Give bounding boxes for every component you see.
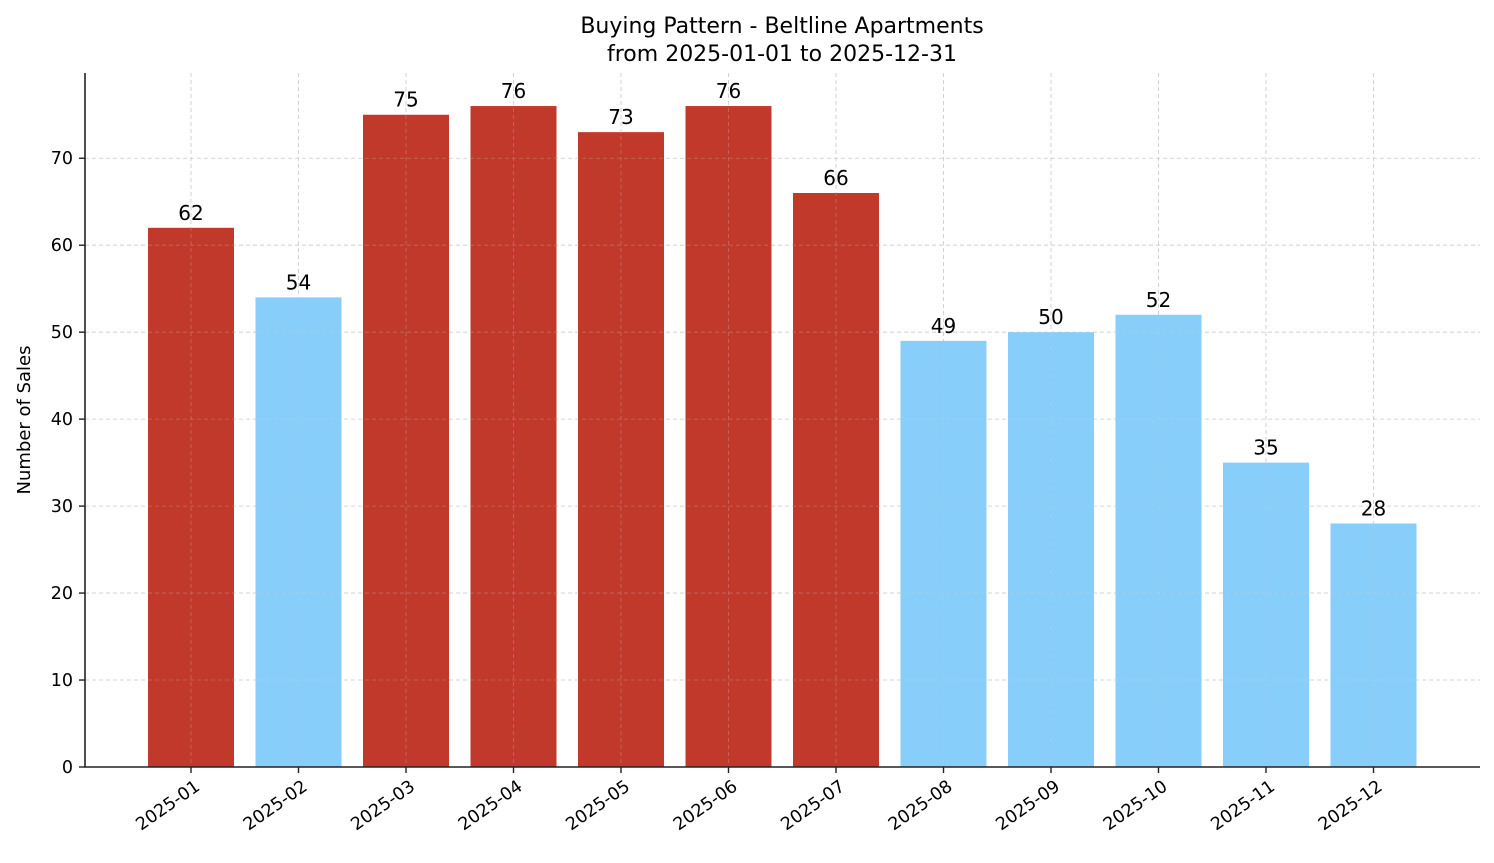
x-tick-label: 2025-09 — [992, 777, 1063, 835]
bar — [1223, 462, 1309, 767]
y-tick-label: 70 — [51, 149, 73, 169]
bar — [363, 114, 449, 767]
x-tick-label: 2025-03 — [347, 777, 418, 835]
bar-value-label: 73 — [608, 105, 633, 129]
x-tick-label: 2025-07 — [777, 777, 848, 835]
bar — [685, 106, 772, 768]
bar — [148, 227, 234, 767]
y-tick-label: 10 — [51, 671, 73, 691]
bar — [255, 297, 342, 767]
x-tick-label: 2025-08 — [885, 777, 956, 835]
bar — [1008, 332, 1094, 767]
bar — [900, 340, 987, 767]
y-axis-label: Number of Sales — [14, 345, 35, 494]
x-tick-label: 2025-12 — [1315, 777, 1386, 835]
x-tick-label: 2025-06 — [670, 777, 741, 835]
bar — [470, 106, 557, 768]
x-tick-label: 2025-02 — [240, 777, 311, 835]
chart-title: Buying Pattern - Beltline Apartments — [580, 14, 983, 39]
bars — [148, 106, 1417, 768]
bar — [1115, 314, 1202, 767]
x-tick-label: 2025-04 — [455, 777, 526, 835]
y-tick-label: 40 — [51, 410, 73, 430]
bar-value-label: 54 — [286, 270, 311, 294]
y-tick-label: 50 — [51, 323, 73, 343]
y-tick-label: 30 — [51, 497, 73, 517]
y-axis-ticks: 0 10 20 30 40 50 60 70 — [51, 149, 85, 778]
x-tick-label: 2025-11 — [1207, 777, 1278, 835]
bar — [1330, 523, 1417, 767]
bar-value-label: 66 — [823, 166, 848, 190]
y-tick-label: 60 — [51, 236, 73, 256]
bar-value-label: 49 — [931, 314, 956, 338]
bar-value-label: 75 — [393, 88, 418, 112]
x-tick-label: 2025-10 — [1100, 777, 1171, 835]
bar-value-label: 76 — [501, 79, 526, 103]
bar-value-label: 52 — [1146, 288, 1171, 312]
bar-value-label: 35 — [1253, 436, 1278, 460]
bar-value-labels: 62 54 75 76 73 76 66 49 50 52 35 28 — [178, 79, 1386, 520]
bar-value-label: 50 — [1038, 305, 1063, 329]
chart-subtitle: from 2025-01-01 to 2025-12-31 — [607, 42, 957, 67]
bar — [793, 193, 879, 768]
x-axis-ticks: 2025-01 2025-02 2025-03 2025-04 2025-05 2025-… — [132, 767, 1386, 835]
bar-value-label: 28 — [1361, 496, 1386, 520]
bar-value-label: 76 — [716, 79, 741, 103]
bar-value-label: 62 — [178, 201, 203, 225]
y-tick-label: 20 — [51, 584, 73, 604]
x-tick-label: 2025-05 — [562, 777, 633, 835]
y-tick-label: 0 — [62, 758, 73, 778]
bar — [578, 132, 664, 768]
gridlines-overlay — [85, 73, 1480, 767]
x-tick-label: 2025-01 — [132, 777, 203, 835]
